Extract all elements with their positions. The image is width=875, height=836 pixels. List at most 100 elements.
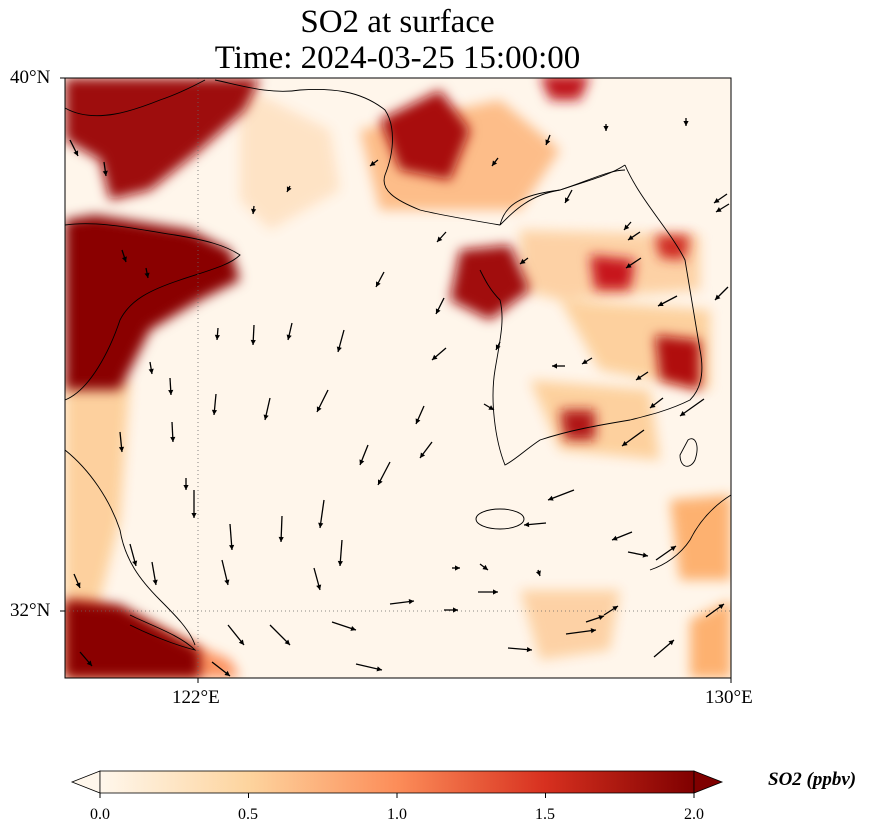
wind-arrow-head [121, 256, 127, 262]
lat-label-40n: 40°N [10, 67, 51, 88]
hotspot-north-edge [541, 78, 589, 100]
border-korea [499, 169, 626, 226]
wind-arrow-head [238, 639, 244, 645]
wind-arrow-head [582, 359, 588, 364]
wind-arrow-head [612, 606, 618, 611]
wind-arrow-head [73, 150, 79, 156]
wind-arrow-head [86, 660, 92, 666]
map-title-line2: Time: 2024-03-25 15:00:00 [214, 40, 581, 76]
wind-arrow-head [286, 334, 292, 340]
colorbar-tick-label: 1.0 [387, 806, 407, 823]
wind-arrow-head [316, 584, 322, 590]
wind-arrow-head [524, 521, 530, 528]
wind-arrow-head [183, 485, 189, 490]
wind-arrow-head [191, 513, 197, 518]
wind-arrow-head [420, 452, 426, 458]
wind-arrow-head [75, 582, 81, 588]
colorbar-tick-label: 0.0 [90, 806, 110, 823]
wind-arrow-head [170, 436, 176, 442]
wind-arrow-head [370, 160, 376, 166]
hotspot-shanghai [65, 600, 200, 678]
map-title-line1: SO2 at surface [300, 4, 495, 40]
coast-jeju [475, 508, 525, 530]
wind-arrow-head [493, 589, 498, 595]
wind-arrow-head [278, 536, 284, 542]
wind-arrow-head [545, 139, 551, 145]
wind-arrow-head [318, 522, 324, 528]
haze-east-china-sea [520, 590, 620, 660]
coast-yangtze [129, 614, 197, 651]
wind-arrow-head [316, 406, 322, 412]
haze-bohai [240, 85, 340, 230]
colorbar [70, 770, 724, 798]
wind-arrow-head [132, 560, 138, 566]
wind-arrow-head [455, 565, 460, 571]
wind-arrow-head [668, 640, 674, 646]
wind-arrow-head [263, 414, 269, 420]
colorbar-extend-high [693, 770, 724, 794]
wind-arrow-head [492, 160, 498, 166]
wind-arrow-head [626, 263, 632, 268]
wind-arrow-head [250, 339, 256, 345]
wind-arrow-head [642, 552, 648, 558]
wind-arrow-head [715, 294, 721, 300]
wind-arrow-head [552, 363, 557, 369]
wind-arrow-head [152, 579, 158, 585]
wind-arrow-head [168, 389, 174, 395]
hotspot-seoul [450, 245, 530, 320]
coastlines [65, 79, 731, 651]
wind-arrow-head [435, 308, 441, 314]
hotspot-shandong [65, 215, 240, 390]
wind-arrow-head [118, 446, 125, 452]
wind-arrow-head [680, 410, 686, 416]
coast-tsushima [679, 438, 698, 467]
wind-arrow-head [211, 409, 218, 415]
wind-arrow-head [590, 628, 596, 634]
wind-arrow-head [286, 186, 292, 192]
wind-arrow-head [624, 224, 630, 230]
hotspot-pohang [655, 335, 700, 390]
wind-arrow-head [378, 479, 383, 485]
hotspot-gangwon [590, 255, 635, 290]
hotspot-north-china [65, 78, 260, 200]
wind-arrow-head [437, 236, 443, 242]
coast-bohai [65, 79, 501, 226]
wind-arrow-head [415, 418, 421, 424]
lon-label-130e: 130°E [705, 687, 753, 708]
coast-shandong [65, 223, 241, 401]
wind-arrow-head [548, 495, 554, 501]
wind-arrow-head [628, 235, 634, 240]
wind-arrow-head [714, 198, 720, 203]
wind-arrow-head [453, 607, 458, 613]
wind-arrow-head [224, 670, 230, 676]
wind-arrow [565, 629, 597, 635]
wind-arrow-head [612, 535, 618, 541]
colorbar-tick-label: 1.5 [535, 806, 555, 823]
wind-arrow-head [224, 579, 230, 585]
wind-arrow-head [251, 208, 257, 214]
wind-arrow-head [214, 334, 221, 340]
wind-arrow-head [535, 570, 541, 576]
wind-arrow-head [102, 170, 108, 176]
wind-arrow-head [683, 121, 689, 126]
wind-arrow-head [598, 615, 604, 621]
map-frame [64, 77, 732, 679]
wind-arrow-head [376, 666, 382, 672]
wind-arrow-head [376, 281, 381, 287]
wind-arrow-head [636, 375, 642, 380]
wind-arrow-head [603, 126, 609, 131]
so2-field [65, 78, 731, 678]
wind-arrow-head [658, 301, 664, 306]
wind-vectors [69, 118, 730, 677]
wind-arrow-head [336, 346, 342, 352]
wind-arrow-head [359, 459, 365, 465]
wind-arrow-head [520, 258, 526, 264]
hotspot-gwangyang [560, 410, 595, 440]
wind-arrow-head [488, 405, 494, 410]
coast-kyushu [649, 494, 731, 571]
wind-arrow-head [337, 560, 343, 566]
wind-arrow-head [650, 402, 656, 408]
lon-label-122e: 122°E [172, 687, 220, 708]
wind-arrow-head [495, 344, 501, 350]
